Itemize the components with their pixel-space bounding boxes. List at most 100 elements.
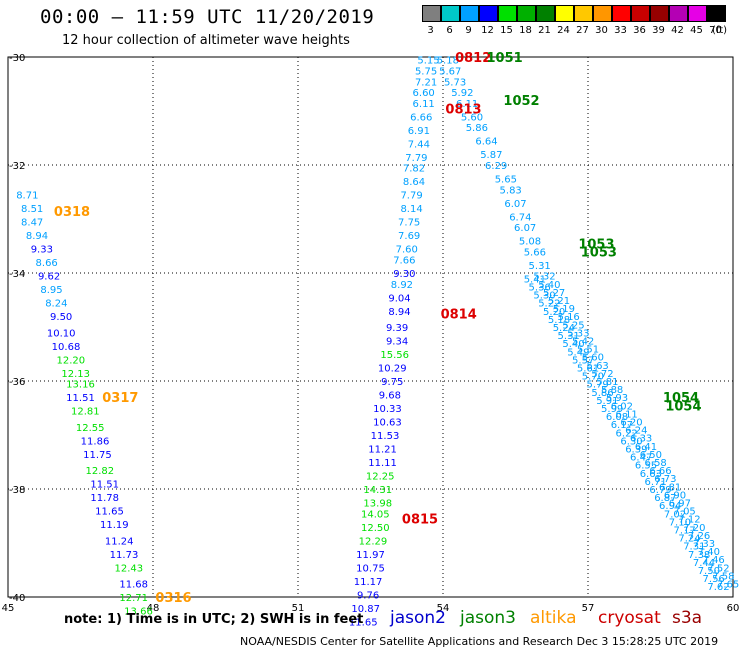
scale-swatch: [688, 5, 707, 22]
data-point: 6.60: [413, 88, 435, 99]
data-point: 8.14: [400, 204, 422, 215]
data-point: 5.42: [572, 337, 594, 348]
data-point: 6.58: [645, 458, 667, 469]
data-point: 8.94: [26, 231, 48, 242]
data-point: 7.75: [398, 218, 420, 229]
data-point: 9.62: [38, 272, 60, 283]
data-point: 6.55: [635, 461, 657, 472]
data-point: 6.64: [475, 137, 497, 148]
data-point: 6.20: [620, 418, 642, 429]
data-point: 5.21: [548, 296, 570, 307]
time-annotation: 1053: [581, 245, 617, 260]
data-point: 5.20: [543, 307, 565, 318]
data-point: 5.30: [533, 291, 555, 302]
scale-swatch: [460, 5, 479, 22]
time-annotation: 0812: [455, 51, 491, 66]
data-point: 12.29: [359, 536, 388, 547]
data-point: 6.24: [625, 426, 647, 437]
scale-unit: (ft): [712, 25, 728, 36]
data-point: 7.52: [707, 563, 729, 574]
data-point: 5.24: [553, 323, 575, 334]
scale-label: 30: [595, 25, 608, 36]
scale-swatch: [441, 5, 460, 22]
data-point: 6.07: [504, 199, 526, 210]
data-point: 7.12: [678, 515, 700, 526]
satellite-jason3: jason3: [460, 608, 516, 628]
data-point: 5.40: [538, 280, 560, 291]
data-point: 5.25: [562, 320, 584, 331]
scale-label: 12: [481, 25, 494, 36]
data-point: 12.81: [71, 407, 100, 418]
data-point: 7.79: [400, 191, 422, 202]
data-point: 6.30: [620, 436, 642, 447]
data-point: 12.55: [76, 423, 105, 434]
x-tick-label: 57: [582, 603, 595, 614]
y-tick-label: -38: [9, 485, 25, 496]
data-point: 8.71: [16, 191, 38, 202]
data-point: 8.92: [391, 280, 413, 291]
scale-label: 6: [446, 25, 453, 36]
data-point: 13.16: [66, 380, 95, 391]
scale-swatch: [479, 5, 498, 22]
data-point: 5.16: [558, 312, 580, 323]
data-point: 9.04: [388, 293, 410, 304]
data-point: 5.32: [533, 272, 555, 283]
scale-label: 70: [709, 25, 722, 36]
data-point: 5.60: [461, 112, 483, 123]
data-point: 11.75: [83, 450, 112, 461]
data-point: 6.87: [654, 493, 676, 504]
data-point: 6.50: [640, 450, 662, 461]
scale-label: 36: [633, 25, 646, 36]
data-point: 7.79: [405, 153, 427, 164]
data-point: 12.20: [57, 355, 86, 366]
data-point: 6.11: [413, 99, 435, 110]
data-point: 7.10: [669, 517, 691, 528]
data-point: 11.51: [66, 393, 95, 404]
data-point: 7.05: [674, 507, 696, 518]
data-point: 6.63: [640, 469, 662, 480]
data-point: 7.44: [408, 139, 430, 150]
data-point: 5.72: [591, 369, 613, 380]
data-point: 6.47: [630, 453, 652, 464]
data-point: 6.02: [611, 401, 633, 412]
data-point: 11.51: [90, 480, 119, 491]
data-point: 7.50: [698, 566, 720, 577]
x-tick-label: 45: [2, 603, 15, 614]
data-point: 5.87: [480, 150, 502, 161]
data-point: 6.11: [616, 409, 638, 420]
data-point: 11.65: [95, 507, 124, 518]
time-annotation: 1054: [665, 399, 701, 414]
data-point: 5.70: [582, 372, 604, 383]
data-point: 11.17: [354, 577, 383, 588]
data-point: 11.53: [371, 431, 400, 442]
data-point: 7.24: [678, 534, 700, 545]
data-point: 5.31: [558, 331, 580, 342]
data-point: 7.62: [707, 582, 729, 593]
data-point: 7.44: [693, 558, 715, 569]
time-annotation: 1051: [487, 51, 523, 66]
data-point: 7.66: [393, 256, 415, 267]
data-point: 6.73: [654, 474, 676, 485]
data-point: 12.82: [86, 466, 115, 477]
data-point: 11.68: [119, 580, 148, 591]
scale-label: 3: [427, 25, 434, 36]
satellite-altika: altika: [530, 608, 577, 628]
data-point: 5.33: [567, 328, 589, 339]
data-point: 7.26: [688, 531, 710, 542]
data-point: 14.05: [361, 509, 390, 520]
data-point: 6.74: [509, 212, 531, 223]
data-point: 5.57: [572, 355, 594, 366]
data-point: 14.31: [363, 485, 392, 496]
data-point: 5.49: [567, 347, 589, 358]
data-point: 7.60: [396, 245, 418, 256]
data-point: 7.82: [403, 164, 425, 175]
data-point: 6.33: [630, 434, 652, 445]
data-point: 7.31: [683, 542, 705, 553]
x-tick-label: 48: [147, 603, 160, 614]
data-point: 6.79: [649, 485, 671, 496]
data-point: 10.87: [351, 604, 380, 615]
data-point: 7.40: [698, 547, 720, 558]
scale-swatch: [422, 5, 441, 22]
scale-label: 39: [652, 25, 665, 36]
scale-swatch: [612, 5, 631, 22]
